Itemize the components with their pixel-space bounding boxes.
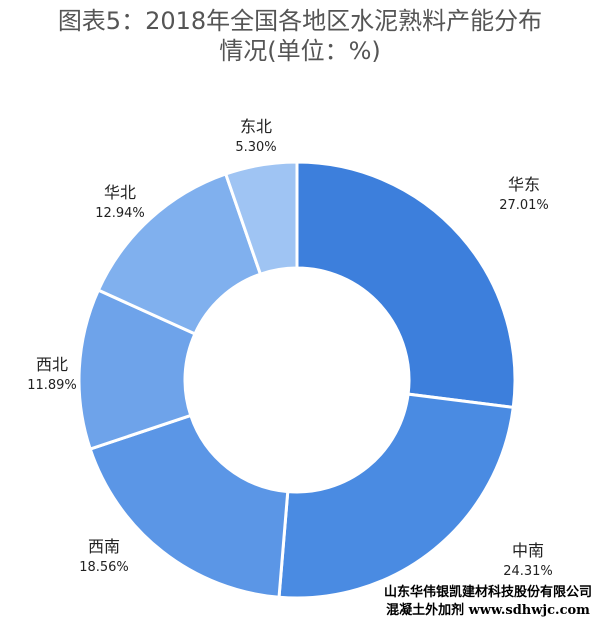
donut-slice-6 — [223, 160, 299, 277]
donut-slice-1 — [295, 160, 517, 410]
company-watermark: 山东华伟银凯建材科技股份有限公司 混凝土外加剂 www.sdhwjc.com — [383, 584, 592, 620]
slice-value-label: 5.30% — [235, 140, 276, 155]
donut-slice-2 — [277, 392, 515, 600]
slice-name-label: 东北 — [240, 117, 272, 136]
slice-name-label: 华北 — [104, 183, 136, 202]
watermark-company: 山东华伟银凯建材科技股份有限公司 — [383, 585, 592, 600]
slice-name-label: 中南 — [512, 541, 544, 560]
chart-title-line-1: 图表5：2018年全国各地区水泥熟料产能分布 — [57, 7, 543, 35]
slice-value-label: 12.94% — [95, 206, 145, 221]
slice-name-label: 西南 — [88, 537, 120, 556]
slice-value-label: 11.89% — [27, 378, 77, 393]
watermark-website: 混凝土外加剂 www.sdhwjc.com — [386, 603, 590, 618]
slice-value-label: 27.01% — [499, 198, 549, 213]
slice-name-label: 华东 — [508, 175, 540, 194]
donut-slice-3 — [88, 413, 290, 599]
slice-value-label: 24.31% — [503, 564, 553, 579]
slice-name-label: 西北 — [36, 355, 68, 374]
slice-value-label: 18.56% — [79, 560, 129, 575]
chart-title-line-2: 情况(单位：%) — [219, 37, 381, 65]
chart-title: 图表5：2018年全国各地区水泥熟料产能分布 情况(单位：%) — [0, 6, 600, 66]
